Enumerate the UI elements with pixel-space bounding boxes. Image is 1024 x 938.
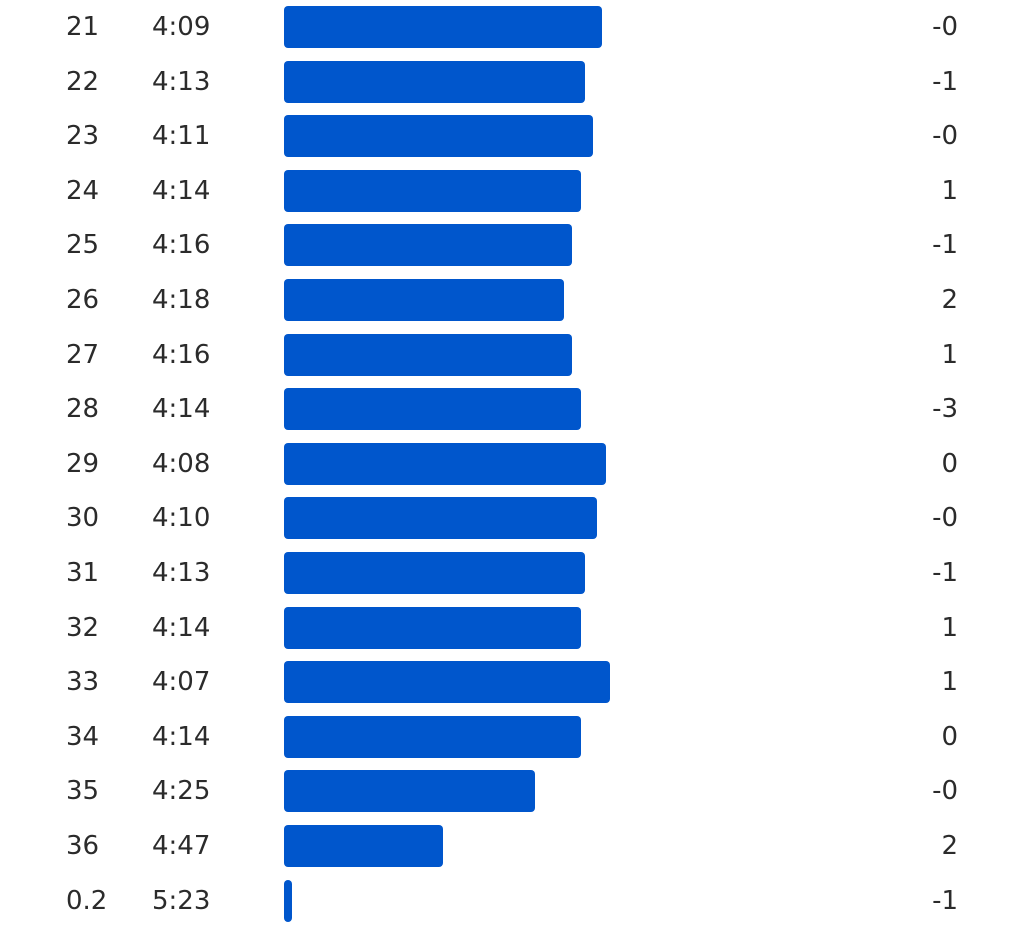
split-pace-bar bbox=[284, 715, 581, 758]
split-pace-label: 4:13 bbox=[152, 66, 211, 97]
split-km-label: 30 bbox=[66, 503, 100, 534]
split-km-label: 24 bbox=[66, 175, 100, 206]
split-elevation-label: -0 bbox=[932, 776, 958, 807]
split-km-label: 34 bbox=[66, 721, 100, 752]
split-pace-label: 4:11 bbox=[152, 121, 211, 152]
split-pace-bar bbox=[284, 224, 573, 267]
split-elevation-label: -0 bbox=[932, 503, 958, 534]
split-km-label: 26 bbox=[66, 285, 100, 315]
split-pace-label: 4:14 bbox=[152, 612, 211, 643]
split-elevation-label: -0 bbox=[932, 12, 958, 42]
split-pace-bar bbox=[284, 606, 581, 649]
split-elevation-label: -1 bbox=[932, 66, 958, 97]
split-pace-bar bbox=[284, 115, 594, 158]
split-elevation-label: 0 bbox=[941, 721, 958, 752]
split-km-label: 33 bbox=[66, 667, 100, 698]
split-elevation-label: -3 bbox=[932, 394, 958, 425]
split-pace-bar bbox=[284, 60, 585, 103]
split-km-label: 21 bbox=[66, 12, 100, 42]
split-km-label: 28 bbox=[66, 394, 100, 425]
split-row: 34 4:14 0 bbox=[0, 710, 1024, 765]
split-row: 23 4:11 -0 bbox=[0, 109, 1024, 164]
split-pace-bar bbox=[284, 333, 573, 376]
split-pace-label: 4:25 bbox=[152, 776, 211, 807]
split-row: 35 4:25 -0 bbox=[0, 764, 1024, 819]
split-pace-bar bbox=[284, 552, 585, 594]
split-pace-label: 4:47 bbox=[152, 831, 211, 861]
split-km-label: 32 bbox=[66, 612, 100, 643]
split-pace-label: 4:13 bbox=[152, 558, 211, 588]
split-elevation-label: -1 bbox=[932, 230, 958, 261]
split-pace-label: 4:16 bbox=[152, 339, 211, 370]
split-row: 21 4:09 -0 bbox=[0, 0, 1024, 55]
split-pace-label: 4:14 bbox=[152, 721, 211, 752]
split-km-label: 36 bbox=[66, 831, 100, 861]
split-km-label: 27 bbox=[66, 339, 100, 370]
split-pace-label: 4:14 bbox=[152, 175, 211, 206]
split-row: 0.2 5:23 -1 bbox=[0, 874, 1024, 929]
split-pace-bar bbox=[284, 6, 602, 48]
split-row: 25 4:16 -1 bbox=[0, 218, 1024, 273]
split-row: 22 4:13 -1 bbox=[0, 55, 1024, 110]
split-elevation-label: 2 bbox=[941, 831, 958, 861]
split-km-label: 31 bbox=[66, 558, 100, 588]
split-pace-bar bbox=[284, 879, 293, 922]
split-pace-bar bbox=[284, 169, 581, 212]
split-elevation-label: -0 bbox=[932, 121, 958, 152]
split-elevation-label: 1 bbox=[941, 339, 958, 370]
split-pace-label: 4:14 bbox=[152, 394, 211, 425]
split-pace-label: 4:09 bbox=[152, 12, 211, 42]
split-row: 28 4:14 -3 bbox=[0, 382, 1024, 437]
split-km-label: 25 bbox=[66, 230, 100, 261]
split-row: 27 4:16 1 bbox=[0, 328, 1024, 383]
split-row: 36 4:47 2 bbox=[0, 819, 1024, 874]
split-row: 33 4:07 1 bbox=[0, 655, 1024, 710]
split-pace-label: 4:07 bbox=[152, 667, 211, 698]
split-pace-label: 4:16 bbox=[152, 230, 211, 261]
split-elevation-label: -1 bbox=[932, 885, 958, 916]
split-row: 29 4:08 0 bbox=[0, 437, 1024, 492]
split-pace-bar bbox=[284, 388, 581, 431]
split-row: 32 4:14 1 bbox=[0, 601, 1024, 656]
split-pace-bar bbox=[284, 442, 606, 485]
split-pace-bar bbox=[284, 279, 564, 321]
split-row: 31 4:13 -1 bbox=[0, 546, 1024, 601]
split-elevation-label: -1 bbox=[932, 558, 958, 588]
split-km-label: 23 bbox=[66, 121, 100, 152]
split-elevation-label: 0 bbox=[941, 448, 958, 479]
split-row: 30 4:10 -0 bbox=[0, 491, 1024, 546]
split-km-label: 35 bbox=[66, 776, 100, 807]
split-km-label: 29 bbox=[66, 448, 100, 479]
split-elevation-label: 1 bbox=[941, 175, 958, 206]
split-km-label: 0.2 bbox=[66, 885, 108, 916]
split-pace-bar bbox=[284, 770, 535, 813]
split-pace-bar bbox=[284, 661, 610, 704]
split-pace-label: 4:18 bbox=[152, 285, 211, 315]
split-pace-bar bbox=[284, 497, 598, 540]
split-pace-label: 4:10 bbox=[152, 503, 211, 534]
split-elevation-label: 1 bbox=[941, 612, 958, 643]
split-km-label: 22 bbox=[66, 66, 100, 97]
split-row: 26 4:18 2 bbox=[0, 273, 1024, 328]
split-pace-label: 5:23 bbox=[152, 885, 211, 916]
split-row: 24 4:14 1 bbox=[0, 164, 1024, 219]
split-elevation-label: 1 bbox=[941, 667, 958, 698]
split-pace-bar bbox=[284, 825, 443, 867]
split-elevation-label: 2 bbox=[941, 285, 958, 315]
split-pace-label: 4:08 bbox=[152, 448, 211, 479]
